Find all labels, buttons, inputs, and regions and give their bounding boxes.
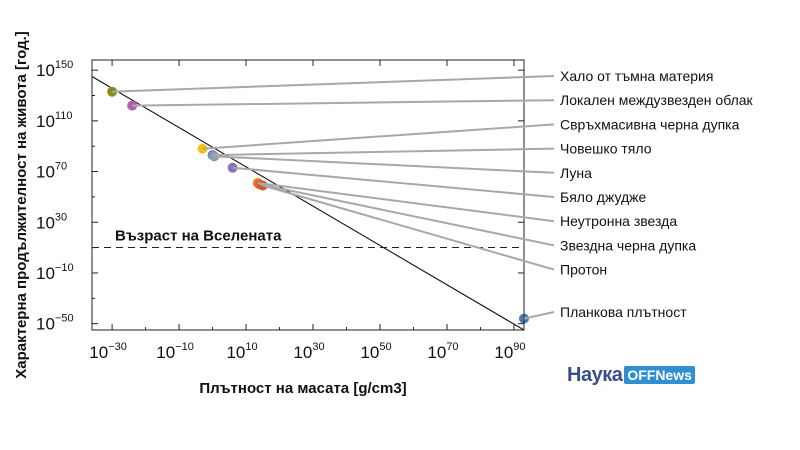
y-tick-label: 10150 — [36, 59, 73, 80]
point-label: Планкова плътност — [560, 304, 687, 320]
leader-line — [212, 147, 555, 157]
y-tick-label: 10110 — [36, 110, 72, 131]
leader-line — [257, 181, 555, 223]
x-axis-title: Плътност на масата [g/cm3] — [199, 380, 406, 397]
leader-line — [262, 184, 555, 271]
point-label: Звездна черна дупка — [560, 237, 696, 253]
x-tick-label: 10−10 — [156, 341, 194, 362]
y-tick-label: 1070 — [36, 161, 67, 182]
y-tick-label: 10−50 — [36, 313, 74, 334]
y-axis-title: Характерна продължителност на живота [го… — [13, 31, 30, 379]
leader-line — [132, 99, 555, 107]
leader-line — [259, 183, 555, 247]
axes: 10−30 10−10 1010 1030 1050 1070 1090 10150 10110… — [36, 59, 526, 362]
leader-line — [112, 75, 555, 93]
leader-line — [232, 166, 555, 198]
point-label: Луна — [560, 165, 592, 181]
site-logo: Наука OFFNews — [567, 362, 695, 388]
y-tick-label: 10−10 — [36, 262, 74, 283]
point-label: Свръхмасивна черна дупка — [560, 116, 740, 132]
x-tick-label: 1010 — [226, 341, 257, 362]
x-tick-label: 1090 — [494, 341, 525, 362]
logo-text: Наука — [567, 363, 623, 386]
point-label: Протон — [560, 262, 607, 278]
leader-line — [202, 123, 555, 150]
plot-area: Възраст на Вселената — [91, 76, 529, 331]
trend-line — [91, 76, 525, 331]
x-tick-label: 1030 — [293, 341, 324, 362]
point-label: Човешко тяло — [560, 141, 652, 157]
point-labels: Хало от тъмна материя Локален междузвезде… — [112, 68, 754, 320]
point-label: Хало от тъмна материя — [560, 68, 713, 84]
point-label: Локален междузвезден облак — [560, 92, 754, 108]
logo-badge: OFFNews — [624, 366, 695, 384]
y-tick-label: 1030 — [36, 211, 67, 232]
x-tick-label: 1070 — [427, 341, 458, 362]
leader-line — [523, 311, 555, 320]
point-label: Неутронна звезда — [560, 213, 677, 229]
point-label: Бяло джудже — [560, 189, 647, 205]
reference-line-label: Възраст на Вселената — [115, 227, 282, 244]
x-tick-label: 1050 — [360, 341, 391, 362]
leader-line — [214, 155, 555, 174]
x-tick-label: 10−30 — [89, 341, 127, 362]
